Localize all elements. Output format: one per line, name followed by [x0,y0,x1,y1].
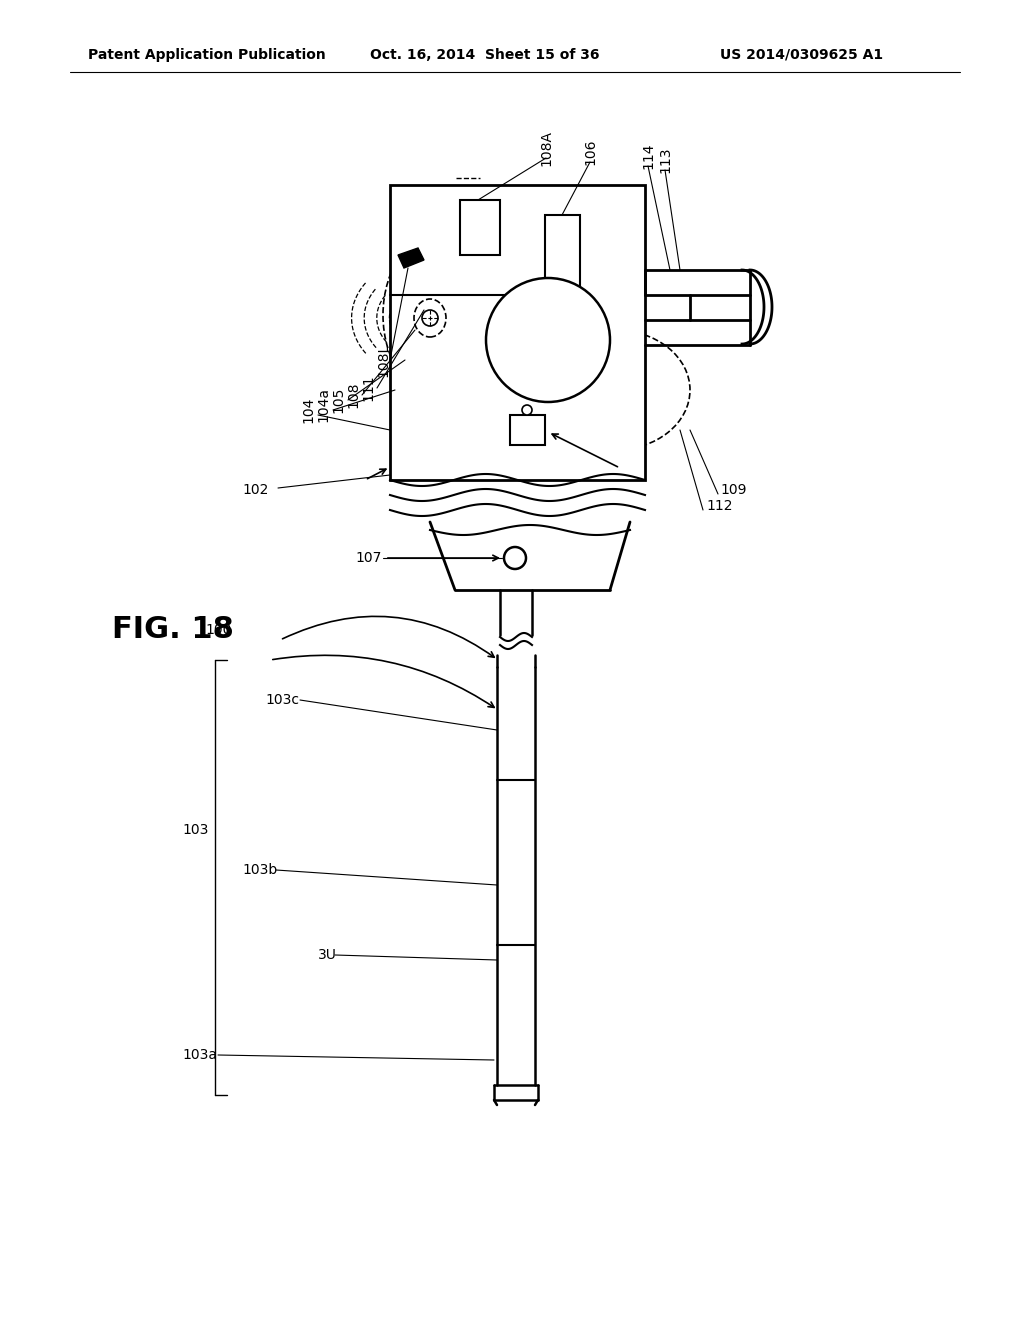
Text: 103b: 103b [242,863,278,876]
Bar [390,185,645,480]
Text: 103: 103 [182,822,208,837]
Text: 102: 102 [242,483,268,498]
Text: 112: 112 [706,499,732,513]
Text: 114: 114 [641,143,655,169]
Circle shape [504,546,526,569]
Text: Patent Application Publication: Patent Application Publication [88,48,326,62]
Circle shape [486,279,610,403]
Text: 108L: 108L [376,343,390,378]
Text: FIG. 18: FIG. 18 [112,615,233,644]
Text: 104a: 104a [316,388,330,422]
Text: 104: 104 [301,397,315,424]
Text: 103c: 103c [265,693,299,708]
Bar [460,201,500,255]
Text: 3U: 3U [318,948,337,962]
Text: 103a: 103a [182,1048,217,1063]
Text: 100: 100 [205,623,231,638]
Text: 106: 106 [583,139,597,165]
Text: 108: 108 [346,381,360,408]
Bar [545,215,580,310]
Text: 107: 107 [355,550,381,565]
Polygon shape [398,248,424,268]
Text: 109: 109 [720,483,746,498]
Circle shape [522,405,532,414]
Text: 105: 105 [331,387,345,413]
Text: US 2014/0309625 A1: US 2014/0309625 A1 [720,48,883,62]
Text: Oct. 16, 2014  Sheet 15 of 36: Oct. 16, 2014 Sheet 15 of 36 [370,48,599,62]
Text: 111: 111 [361,375,375,401]
Text: 108A: 108A [539,129,553,166]
Bar [510,414,545,445]
Circle shape [422,310,438,326]
Text: 113: 113 [658,147,672,173]
